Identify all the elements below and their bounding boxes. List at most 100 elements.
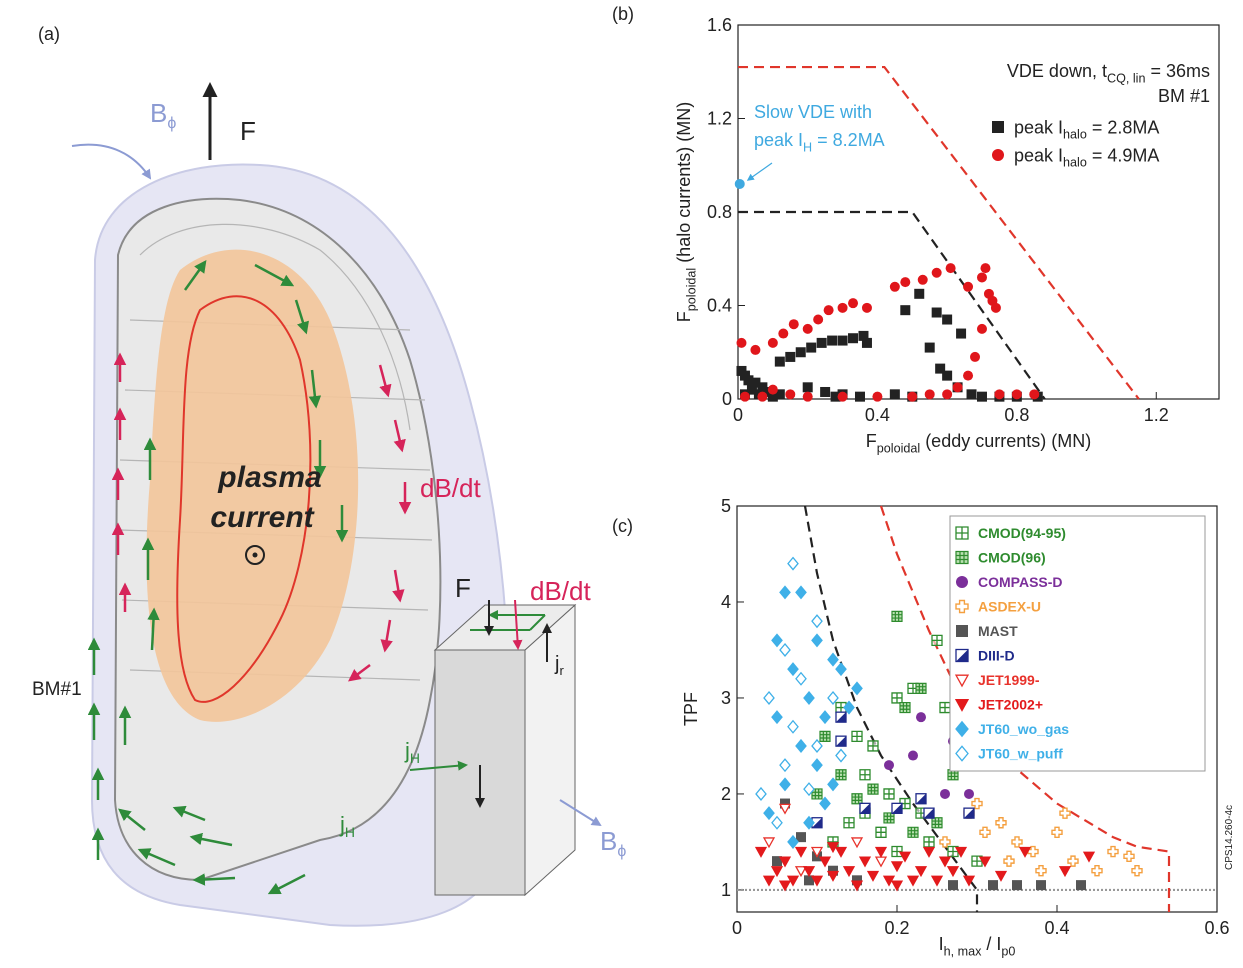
marker: [963, 370, 974, 381]
highlight-point: [734, 178, 745, 189]
marker: [1107, 845, 1119, 858]
marker: [851, 793, 863, 805]
marker-fill: [916, 793, 926, 804]
annotation-part: H: [803, 140, 812, 154]
marker: [955, 526, 969, 540]
legend-label: CMOD(94-95): [978, 525, 1066, 541]
marker: [795, 347, 806, 358]
marker: [779, 758, 791, 773]
legend-label: JET2002+: [978, 696, 1043, 712]
label-part: j: [404, 738, 410, 763]
marker: [767, 384, 778, 395]
marker: [762, 875, 776, 887]
block-jr-label: jr: [554, 653, 564, 678]
legend-label: peak Ihalo = 4.9MA: [1014, 145, 1159, 169]
legend-label: JET1999-: [978, 672, 1040, 688]
y-axis-label-part: (halo currents) (MN): [674, 102, 694, 268]
marker: [750, 377, 761, 388]
marker: [872, 391, 883, 402]
marker: [785, 389, 796, 400]
panel-label: (c): [612, 516, 633, 536]
label-part: r: [559, 663, 564, 678]
marker: [835, 735, 847, 747]
marker: [785, 351, 796, 362]
block-side: [524, 603, 576, 897]
marker: [819, 730, 831, 742]
arrow: [172, 805, 206, 822]
label-part: j: [339, 812, 345, 837]
block-field-arrow: [559, 799, 602, 827]
x-tick-label: 0: [732, 918, 742, 938]
marker: [995, 817, 1007, 829]
marker: [787, 662, 799, 677]
legend-label-part: MAST: [978, 623, 1018, 639]
y-tick-label: 4: [721, 592, 731, 612]
marker: [771, 815, 783, 830]
marker: [952, 382, 963, 393]
marker-fill: [836, 712, 846, 723]
legend-label: JT60_wo_gas: [978, 721, 1069, 737]
x-axis-label-part: h, max: [944, 944, 982, 958]
y-tick-label: 1.6: [707, 15, 732, 35]
marker: [852, 875, 862, 886]
marker: [762, 837, 776, 849]
marker: [915, 793, 927, 805]
legend-label: peak Ihalo = 2.8MA: [1014, 117, 1159, 141]
marker: [746, 384, 757, 395]
marker: [940, 788, 950, 799]
marker: [976, 323, 987, 334]
marker: [763, 806, 775, 821]
marker: [810, 875, 824, 887]
marker: [923, 836, 935, 848]
arrow: [254, 263, 295, 287]
label-part: H: [345, 824, 355, 840]
marker: [778, 880, 792, 892]
marker: [795, 585, 807, 600]
marker: [850, 837, 864, 849]
y-tick-label: 1: [721, 880, 731, 900]
marker: [843, 817, 855, 829]
marker-fill: [964, 808, 974, 819]
arrow: [137, 848, 176, 867]
marker: [1012, 880, 1022, 891]
marker-fill: [924, 808, 934, 819]
marker: [900, 305, 911, 316]
arrow: [308, 369, 322, 409]
marker: [994, 870, 1008, 882]
marker: [827, 335, 838, 346]
marker: [827, 690, 839, 705]
marker-fill: [860, 803, 870, 814]
marker: [843, 700, 855, 715]
marker: [947, 769, 959, 781]
marker: [1011, 389, 1022, 400]
marker: [942, 389, 953, 400]
marker: [990, 302, 1001, 313]
legend-label-part: JT60_wo_gas: [978, 721, 1069, 737]
marker: [771, 710, 783, 725]
marker: [907, 391, 918, 402]
marker: [956, 328, 967, 339]
legend-label-part: peak I: [1014, 117, 1063, 137]
marker: [884, 760, 894, 771]
x-axis-label-part: (eddy currents) (MN): [920, 431, 1091, 451]
marker: [939, 836, 951, 848]
marker: [976, 272, 987, 283]
marker: [874, 846, 888, 858]
plasma-boundary: [176, 295, 312, 703]
block-jh-arrow: [409, 760, 468, 771]
marker: [889, 389, 900, 400]
legend-label-part: = 4.9MA: [1087, 145, 1160, 165]
marker: [924, 389, 935, 400]
legend-label: COMPASS-D: [978, 574, 1063, 590]
marker: [956, 576, 968, 588]
legend-label: ASDEX-U: [978, 598, 1041, 614]
label-part: B: [600, 826, 617, 856]
marker: [956, 625, 968, 637]
x-tick-label: 1.2: [1144, 405, 1169, 425]
marker: [750, 344, 761, 355]
marker: [867, 783, 879, 795]
annotation-arrow: [746, 162, 773, 181]
marker: [930, 875, 944, 887]
marker: [906, 875, 920, 887]
marker: [850, 880, 864, 892]
